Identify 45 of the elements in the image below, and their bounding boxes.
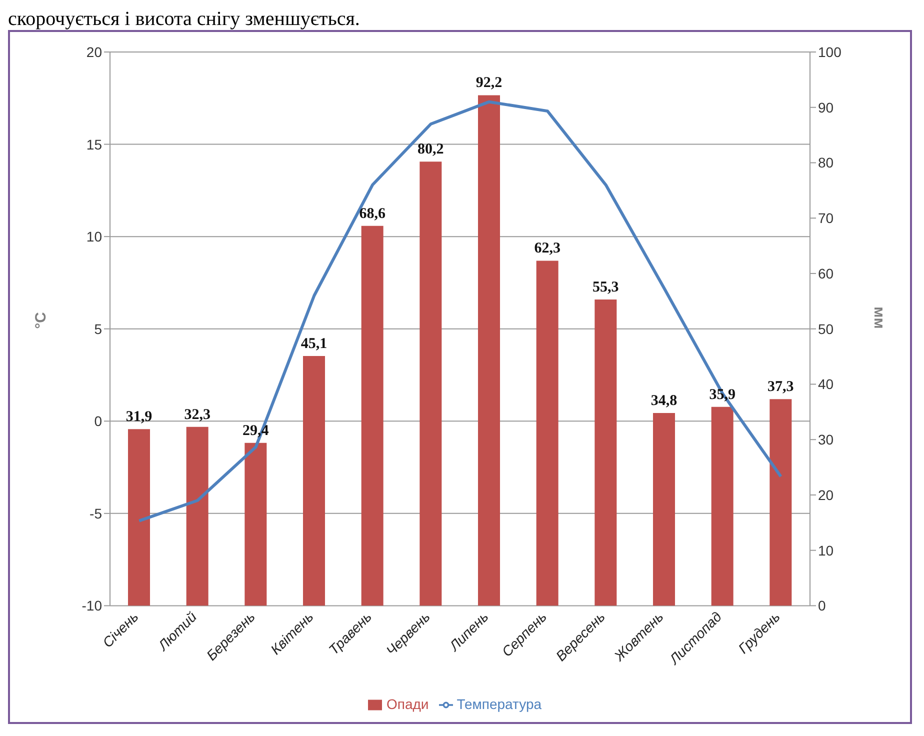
bar (420, 162, 442, 606)
y-tick-label: -5 (90, 505, 102, 522)
y2-tick-label: 100 (818, 44, 842, 60)
data-label: 80,2 (418, 142, 444, 158)
bar (478, 95, 500, 606)
data-label: 92,2 (476, 75, 502, 92)
data-label: 68,6 (359, 206, 386, 222)
y2-tick-label: 80 (818, 154, 834, 171)
y-axis-title: °C (32, 312, 50, 329)
y-tick-label: -10 (82, 598, 102, 614)
legend-label: Температура (456, 696, 542, 712)
y2-tick-label: 0 (818, 598, 826, 614)
y2-axis-title: мм (870, 306, 888, 329)
bar (536, 260, 558, 606)
y2-tick-label: 20 (818, 486, 834, 503)
y2-tick-label: 60 (818, 265, 834, 282)
y2-tick-label: 70 (818, 210, 834, 226)
data-label: 34,8 (650, 393, 678, 410)
bar (303, 356, 325, 606)
data-label: 32,3 (184, 406, 210, 423)
bar (244, 442, 267, 606)
text: скорочується і висота снігу зменшується. (8, 8, 361, 30)
data-label: 62,3 (534, 240, 560, 257)
y2-tick-label: 30 (818, 432, 834, 448)
bar (594, 300, 617, 606)
y-tick-label: 5 (94, 320, 102, 337)
data-label: 45,1 (300, 336, 328, 352)
y2-tick-label: 90 (818, 99, 834, 116)
legend-label: Опади (386, 696, 429, 712)
y2-tick-label: 10 (818, 542, 834, 558)
y-tick-label: 0 (94, 413, 102, 430)
y2-tick-label: 50 (818, 320, 834, 337)
bar (186, 426, 208, 606)
y-tick-label: 20 (86, 44, 102, 60)
data-label: 55,3 (592, 280, 619, 296)
y2-tick-label: 40 (818, 376, 834, 392)
bar (711, 406, 734, 606)
bar (128, 429, 150, 606)
bar (770, 399, 792, 606)
data-label: 37,3 (768, 379, 794, 396)
bar (653, 413, 675, 606)
y-tick-label: 15 (86, 136, 102, 152)
y-tick-label: 10 (86, 228, 102, 245)
bar (361, 226, 384, 606)
data-label: 31,9 (126, 409, 152, 426)
